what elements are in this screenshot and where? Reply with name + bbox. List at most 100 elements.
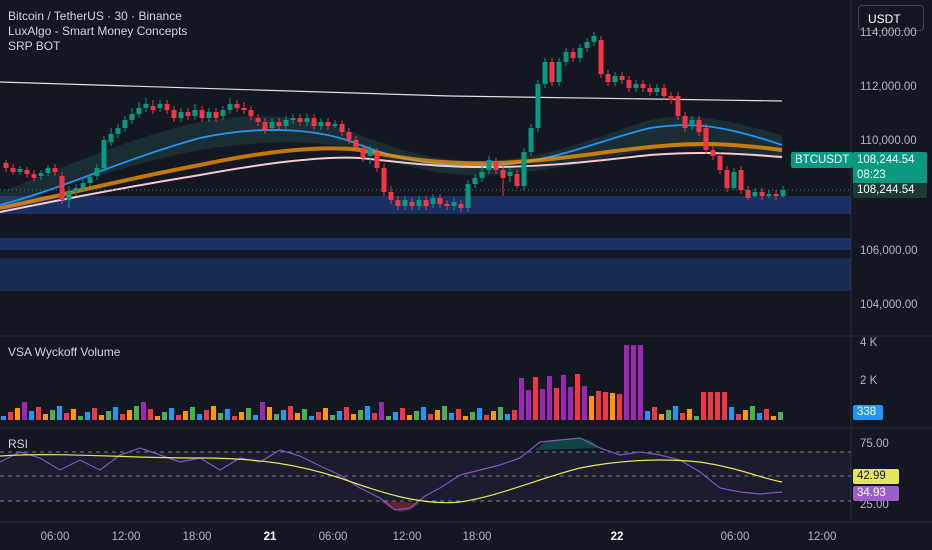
volume-bar [211,406,216,420]
volume-bar [127,410,132,420]
candle-body [661,88,667,96]
rsi-axis-25: 25.00 [860,499,889,511]
volume-bar [491,411,496,420]
volume-bar [659,414,664,420]
volume-bar [421,407,426,420]
demand-zone [0,238,851,250]
indicator-smart-money[interactable]: LuxAlgo - Smart Money Concepts [8,24,188,38]
candle-body [388,192,394,200]
candle-body [157,104,163,108]
time-label: 18:00 [182,531,212,543]
candle-body [297,118,303,122]
candle-body [647,88,653,92]
volume-bar [288,406,293,420]
candle-body [143,104,149,108]
candle-body [759,192,765,196]
volume-bar [295,413,300,420]
candle-body [521,152,527,186]
candle-body [500,170,506,178]
candle-body [31,174,37,178]
indicator-srp-bot[interactable]: SRP BOT [8,39,61,53]
candle-body [458,204,464,208]
candle-body [409,202,415,206]
candle-body [122,120,128,128]
candle-body [206,112,212,118]
volume-bar [43,414,48,420]
candle-body [332,124,338,126]
currency-button[interactable]: USDT [858,5,924,31]
last-price-value: 108,244.54 [857,154,915,166]
volume-bar [134,406,139,420]
candle-body [766,194,772,196]
volume-bar [463,416,468,420]
candle-body [584,42,590,48]
candle-body [262,122,268,130]
candle-body [290,118,296,120]
candle-body [178,112,184,118]
candle-body [717,156,723,170]
rsi-pane-title[interactable]: RSI [8,437,29,451]
volume-bar [309,416,314,420]
candle-body [381,168,387,192]
candle-body [444,204,450,206]
volume-bar [442,406,447,420]
candle-body [304,118,310,122]
volume-bar [15,408,20,420]
volume-bar [141,402,146,420]
candle-body [150,106,156,110]
candle-body [437,198,443,204]
candle-body [10,168,16,172]
candle-body [626,80,632,88]
candle-body [269,122,275,128]
volume-bar [750,406,755,420]
candle-body [514,174,520,186]
volume-bar [708,392,713,420]
volume-bar [176,415,181,420]
volume-bar [554,388,559,420]
volume-bar [505,414,510,420]
candle-body [689,120,695,124]
candle-body [556,62,562,82]
bar-countdown: 08:23 [857,169,886,181]
symbol-title[interactable]: Bitcoin / TetherUS · 30 · Binance [8,9,182,23]
volume-bar [414,411,419,420]
volume-bar [680,413,685,420]
candle-body [311,118,317,126]
volume-bar [456,409,461,420]
volume-bar [351,414,356,420]
volume-bar [757,413,762,420]
volume-bar [561,375,566,420]
volume-bar [407,415,412,420]
candle-body [493,162,499,170]
volume-bar [64,413,69,420]
volume-bar [638,345,643,420]
volume-bar [736,414,741,420]
candle-body [227,104,233,110]
volume-bar [22,402,27,420]
volume-pane-title[interactable]: VSA Wyckoff Volume [8,345,121,359]
candle-body [395,200,401,206]
candle-body [346,132,352,140]
candle-body [24,170,30,174]
candle-body [367,150,373,156]
volume-bar [540,389,545,420]
candle-body [738,170,744,190]
volume-bar [330,415,335,420]
time-label: 06:00 [318,531,348,543]
candle-body [129,114,135,120]
volume-bar [281,410,286,420]
volume-bar [302,409,307,420]
candle-body [486,160,492,170]
volume-bar [36,407,41,420]
volume-bar [743,410,748,420]
candle-body [654,88,660,92]
candle-body [598,40,604,74]
symbol-tag: BTCUSDT [791,152,854,168]
candle-body [17,169,23,172]
candle-body [465,184,471,208]
candle-body [710,150,716,156]
candle-body [353,140,359,148]
price-label-104000: 104,000.00 [860,299,918,311]
